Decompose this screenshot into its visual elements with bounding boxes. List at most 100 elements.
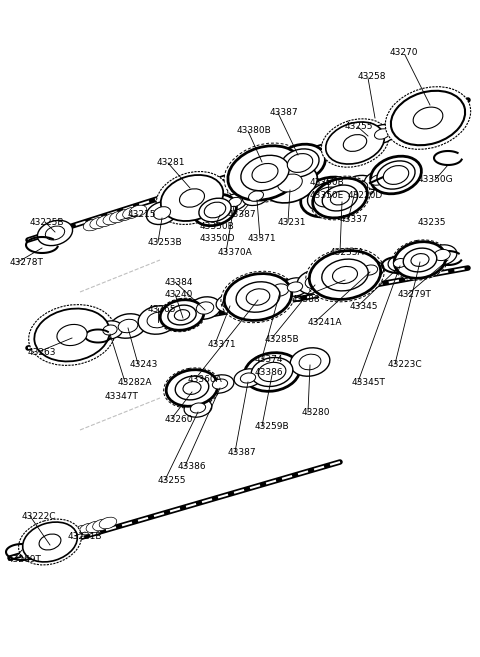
Text: 43360A: 43360A xyxy=(188,375,223,384)
Ellipse shape xyxy=(362,265,378,275)
Text: 43225B: 43225B xyxy=(30,218,64,227)
Ellipse shape xyxy=(156,171,228,225)
Ellipse shape xyxy=(241,155,289,191)
Ellipse shape xyxy=(103,214,120,225)
Ellipse shape xyxy=(310,176,370,220)
Ellipse shape xyxy=(275,144,325,182)
Ellipse shape xyxy=(322,185,358,211)
Text: 43241A: 43241A xyxy=(308,318,343,327)
Ellipse shape xyxy=(109,211,127,223)
Text: 43243: 43243 xyxy=(130,360,158,369)
Ellipse shape xyxy=(330,191,349,205)
Ellipse shape xyxy=(224,273,292,321)
Ellipse shape xyxy=(103,325,117,335)
Ellipse shape xyxy=(175,376,209,400)
Ellipse shape xyxy=(84,219,101,231)
Ellipse shape xyxy=(384,166,408,185)
Text: 43282A: 43282A xyxy=(118,378,153,387)
Ellipse shape xyxy=(252,164,278,183)
Ellipse shape xyxy=(221,271,295,323)
Text: 43371: 43371 xyxy=(248,234,276,243)
Ellipse shape xyxy=(364,170,392,189)
Ellipse shape xyxy=(264,279,296,301)
Ellipse shape xyxy=(196,302,214,314)
Ellipse shape xyxy=(234,369,262,387)
Text: 43345: 43345 xyxy=(350,302,379,311)
Ellipse shape xyxy=(118,319,138,332)
Ellipse shape xyxy=(23,522,77,562)
Text: 43222C: 43222C xyxy=(22,512,57,521)
Ellipse shape xyxy=(348,181,368,195)
Text: 43386: 43386 xyxy=(178,462,206,471)
Ellipse shape xyxy=(129,205,147,217)
Text: 43337: 43337 xyxy=(340,215,369,224)
Ellipse shape xyxy=(19,519,82,565)
Ellipse shape xyxy=(434,250,450,261)
Ellipse shape xyxy=(281,278,309,296)
Text: 43384: 43384 xyxy=(165,278,193,287)
Ellipse shape xyxy=(161,175,223,221)
Text: 43269T: 43269T xyxy=(8,555,42,564)
Ellipse shape xyxy=(158,298,206,332)
Ellipse shape xyxy=(96,215,114,227)
Ellipse shape xyxy=(160,300,204,330)
Text: 43270: 43270 xyxy=(390,48,419,57)
Ellipse shape xyxy=(392,240,448,280)
Ellipse shape xyxy=(246,289,270,306)
Ellipse shape xyxy=(86,521,104,533)
Ellipse shape xyxy=(314,187,342,207)
Ellipse shape xyxy=(242,187,270,206)
Text: 43260: 43260 xyxy=(165,415,193,424)
Ellipse shape xyxy=(271,284,289,296)
Ellipse shape xyxy=(263,163,317,203)
Ellipse shape xyxy=(368,124,396,143)
Ellipse shape xyxy=(322,259,368,291)
Ellipse shape xyxy=(403,248,437,272)
Text: 43371: 43371 xyxy=(208,340,237,349)
Ellipse shape xyxy=(180,189,204,207)
Ellipse shape xyxy=(29,305,115,365)
Ellipse shape xyxy=(222,298,238,308)
Ellipse shape xyxy=(394,242,446,279)
Ellipse shape xyxy=(312,178,367,218)
Ellipse shape xyxy=(278,174,302,192)
Text: 43350E: 43350E xyxy=(310,191,344,200)
Text: 43255: 43255 xyxy=(345,122,373,131)
Ellipse shape xyxy=(224,143,306,203)
Ellipse shape xyxy=(116,209,133,221)
Ellipse shape xyxy=(66,527,84,539)
Ellipse shape xyxy=(288,154,312,172)
Ellipse shape xyxy=(37,220,72,246)
Ellipse shape xyxy=(385,87,471,149)
Text: 43231: 43231 xyxy=(278,218,307,227)
Ellipse shape xyxy=(204,202,226,218)
Ellipse shape xyxy=(244,353,300,392)
Text: 43255: 43255 xyxy=(158,476,187,485)
Ellipse shape xyxy=(309,250,381,300)
Ellipse shape xyxy=(356,261,384,279)
Text: 43386: 43386 xyxy=(255,368,284,377)
Ellipse shape xyxy=(212,379,228,389)
Ellipse shape xyxy=(60,530,77,541)
Text: 43350G: 43350G xyxy=(418,175,454,184)
Text: 43350B: 43350B xyxy=(200,222,235,231)
Ellipse shape xyxy=(340,175,375,200)
Ellipse shape xyxy=(290,348,330,376)
Text: 43350D: 43350D xyxy=(200,234,236,243)
Ellipse shape xyxy=(321,119,389,167)
Text: 43388: 43388 xyxy=(292,295,321,304)
Text: 43263: 43263 xyxy=(28,348,57,357)
Ellipse shape xyxy=(53,532,71,543)
Text: 43345T: 43345T xyxy=(352,378,386,387)
Text: 43278T: 43278T xyxy=(10,258,44,267)
Text: 43387: 43387 xyxy=(228,448,257,457)
Text: 43253B: 43253B xyxy=(148,238,182,247)
Ellipse shape xyxy=(199,198,231,222)
Ellipse shape xyxy=(377,161,415,189)
Ellipse shape xyxy=(138,306,178,334)
Ellipse shape xyxy=(147,312,169,328)
Ellipse shape xyxy=(371,175,385,185)
Text: 43223C: 43223C xyxy=(388,360,422,369)
Text: 43240: 43240 xyxy=(165,290,193,299)
Text: 43221B: 43221B xyxy=(68,532,103,541)
